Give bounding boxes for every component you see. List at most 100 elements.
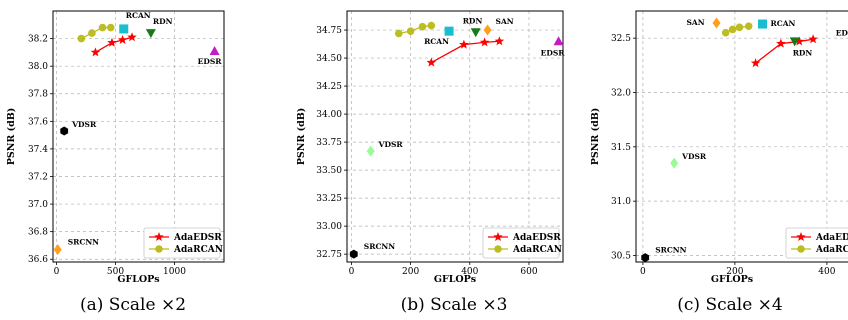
data-point bbox=[77, 34, 86, 43]
x-tick-label: 400 bbox=[461, 267, 478, 277]
plot-frame bbox=[635, 10, 848, 263]
series-adarcan bbox=[394, 21, 436, 38]
x-axis-label: GFLOPs bbox=[117, 274, 159, 285]
point-edsr bbox=[209, 45, 220, 55]
y-tick-label: 33.00 bbox=[316, 222, 342, 232]
x-tick-label: 0 bbox=[640, 267, 646, 277]
legend-label-adaedsr: AdaEDSR bbox=[173, 233, 222, 243]
panel-caption: (a) Scale ×2 bbox=[80, 295, 186, 315]
data-point bbox=[750, 58, 761, 68]
point-san bbox=[483, 24, 492, 36]
point-rdn bbox=[145, 29, 156, 39]
y-tick-label: 37.4 bbox=[28, 145, 48, 155]
data-point bbox=[808, 34, 818, 44]
data-point bbox=[494, 36, 505, 46]
data-point bbox=[744, 22, 753, 31]
y-tick-label: 34.75 bbox=[316, 26, 342, 36]
y-tick-label: 34.50 bbox=[316, 54, 342, 64]
data-point bbox=[394, 29, 403, 38]
y-tick-label: 33.25 bbox=[316, 194, 342, 204]
data-point bbox=[127, 32, 137, 42]
y-tick-label: 32.75 bbox=[316, 250, 342, 260]
point-srcnn bbox=[641, 253, 650, 263]
x-tick-label: 600 bbox=[520, 267, 537, 277]
y-tick-label: 38.0 bbox=[28, 62, 48, 72]
point-label-rcan: RCAN bbox=[424, 37, 449, 46]
point-label-srcnn: SRCNN bbox=[364, 242, 395, 251]
legend-label-adarcan: AdaRCAN bbox=[173, 245, 223, 255]
data-point bbox=[90, 47, 101, 57]
legend-swatch-marker bbox=[797, 245, 805, 253]
data-point bbox=[418, 22, 427, 31]
y-axis-label: PSNR (dB) bbox=[590, 108, 601, 166]
chart-panel-1: 36.6 36.8 37.0 37.2 37.4 37.6 37.8 38.0 38.2 0 500… bbox=[6, 10, 225, 315]
x-tick-label: 1000 bbox=[163, 267, 186, 277]
y-tick-label: 31.5 bbox=[611, 143, 631, 153]
x-tick-label: 0 bbox=[349, 267, 355, 277]
x-axis-label: GFLOPs bbox=[434, 274, 476, 285]
point-label-edsr: EDSR bbox=[836, 29, 848, 38]
series-line bbox=[431, 40, 500, 64]
legend-label-adaedsr: AdaEDSR bbox=[512, 233, 561, 243]
x-tick-label: 0 bbox=[54, 267, 60, 277]
data-point bbox=[88, 29, 96, 37]
point-label-vdsr: VDSR bbox=[681, 152, 707, 161]
data-point bbox=[426, 57, 437, 67]
series-adaedsr bbox=[750, 34, 818, 68]
y-tick-label: 34.25 bbox=[316, 82, 342, 92]
series-adarcan bbox=[721, 22, 753, 37]
y-tick-label: 36.8 bbox=[28, 228, 48, 238]
data-point bbox=[117, 34, 128, 45]
point-rdn bbox=[789, 37, 800, 47]
point-label-srcnn: SRCNN bbox=[68, 238, 99, 247]
data-point bbox=[735, 23, 744, 32]
plot-frame bbox=[52, 10, 225, 263]
point-rcan bbox=[444, 26, 454, 36]
data-point bbox=[459, 39, 469, 49]
point-label-rcan: RCAN bbox=[126, 11, 151, 20]
legend-label-adaedsr: AdaEDSR bbox=[815, 233, 848, 243]
y-tick-label: 36.6 bbox=[28, 255, 48, 265]
point-label-rdn: RDN bbox=[463, 16, 483, 25]
point-label-edsr: EDSR bbox=[198, 57, 223, 66]
point-label-vdsr: VDSR bbox=[378, 140, 404, 149]
y-axis-label: PSNR (dB) bbox=[296, 108, 307, 166]
x-axis-label: GFLOPs bbox=[711, 274, 753, 285]
point-vdsr bbox=[366, 145, 375, 157]
plot-frame bbox=[346, 10, 564, 263]
point-rdn bbox=[470, 28, 481, 38]
legend-label-adarcan: AdaRCAN bbox=[512, 245, 562, 255]
y-tick-label: 31.0 bbox=[611, 197, 631, 207]
point-vdsr bbox=[670, 157, 679, 169]
point-label-srcnn: SRCNN bbox=[655, 246, 686, 255]
data-point bbox=[406, 27, 415, 35]
x-tick-label: 400 bbox=[818, 267, 835, 277]
data-point bbox=[776, 38, 786, 48]
data-point bbox=[107, 37, 117, 47]
legend: AdaEDSR AdaRCAN bbox=[482, 227, 562, 259]
point-srcnn bbox=[349, 249, 358, 259]
legend: AdaEDSR AdaRCAN bbox=[785, 227, 848, 259]
y-axis-label: PSNR (dB) bbox=[6, 108, 17, 166]
y-tick-label: 34.00 bbox=[316, 110, 342, 120]
data-point bbox=[427, 21, 436, 30]
y-tick-label: 37.2 bbox=[28, 172, 48, 182]
y-tick-label: 38.2 bbox=[28, 35, 48, 45]
data-point bbox=[721, 28, 730, 37]
point-label-san: SAN bbox=[496, 17, 514, 26]
data-point bbox=[479, 37, 490, 47]
y-tick-label: 33.50 bbox=[316, 166, 342, 176]
point-vdsr bbox=[60, 126, 69, 136]
point-label-san: SAN bbox=[687, 18, 705, 27]
y-tick-label: 37.8 bbox=[28, 90, 48, 100]
series-line bbox=[398, 24, 432, 35]
legend-label-adarcan: AdaRCAN bbox=[815, 245, 848, 255]
legend: AdaEDSR AdaRCAN bbox=[143, 227, 223, 259]
legend-swatch-marker bbox=[155, 245, 163, 253]
chart-panel-2: 32.75 33.00 33.25 33.50 33.75 34.00 34.25 34.50… bbox=[296, 10, 566, 315]
panel-caption: (b) Scale ×3 bbox=[401, 295, 508, 315]
y-tick-label: 32.5 bbox=[611, 34, 631, 44]
point-label-edsr: EDSR bbox=[541, 48, 566, 57]
panel-caption: (c) Scale ×4 bbox=[677, 295, 782, 315]
point-rcan bbox=[119, 24, 129, 34]
